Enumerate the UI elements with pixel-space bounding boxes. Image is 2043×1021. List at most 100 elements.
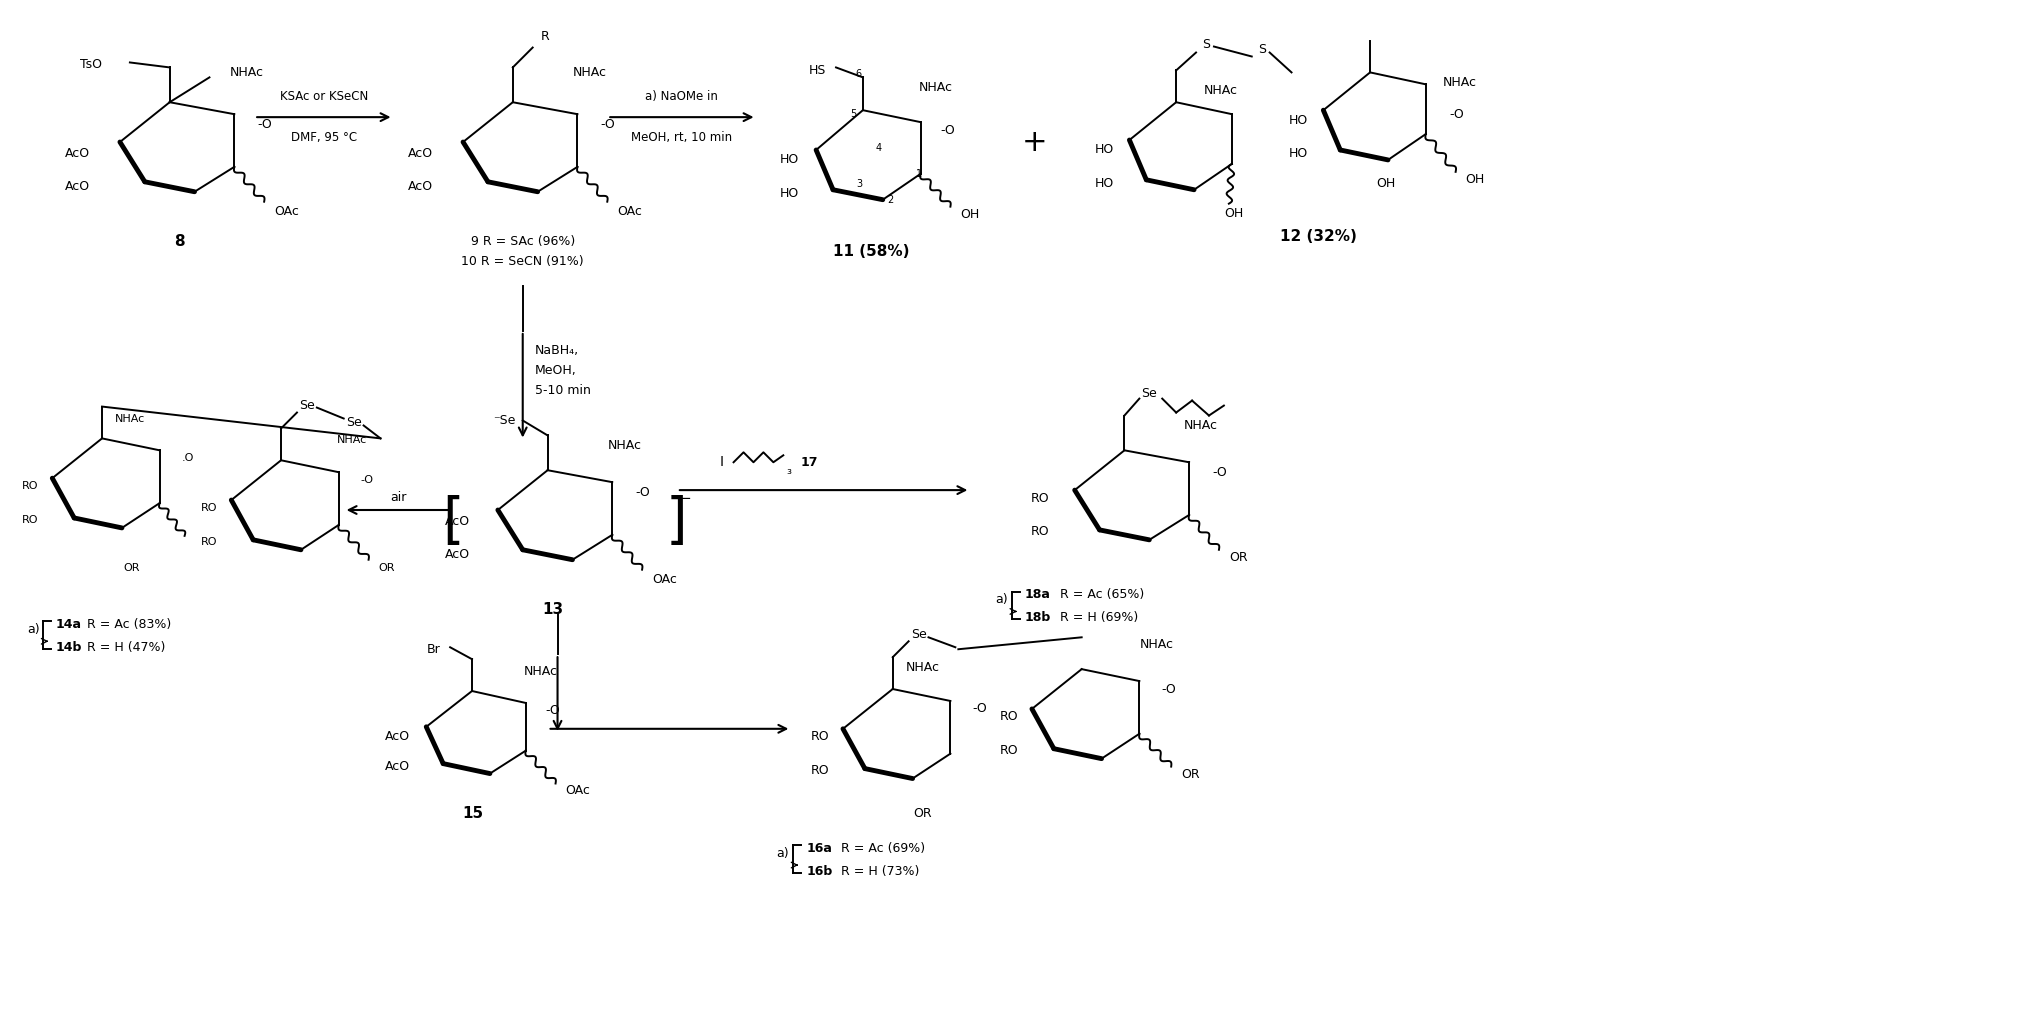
Text: 18b: 18b <box>1026 611 1052 624</box>
Text: I: I <box>719 455 723 470</box>
Text: AcO: AcO <box>409 181 433 193</box>
Text: 5-10 min: 5-10 min <box>535 384 590 397</box>
Text: -O: -O <box>601 117 615 131</box>
Text: NaBH₄,: NaBH₄, <box>535 344 578 357</box>
Text: AcO: AcO <box>65 147 90 160</box>
Text: -O: -O <box>257 117 272 131</box>
Text: -O: -O <box>1211 466 1226 479</box>
Text: OAc: OAc <box>652 573 676 586</box>
Text: RO: RO <box>811 764 829 777</box>
Text: KSAc or KSeCN: KSAc or KSeCN <box>280 90 368 103</box>
Text: RO: RO <box>1032 526 1050 538</box>
Text: NHAc: NHAc <box>1140 638 1173 650</box>
Text: AcO: AcO <box>65 181 90 193</box>
Text: AcO: AcO <box>386 730 411 743</box>
Text: HO: HO <box>1289 113 1308 127</box>
Text: OAc: OAc <box>617 205 642 218</box>
Text: TsO: TsO <box>80 58 102 70</box>
Text: AcO: AcO <box>445 548 470 562</box>
Text: a) NaOMe in: a) NaOMe in <box>646 90 719 103</box>
Text: NHAc: NHAc <box>1442 76 1477 89</box>
Text: NHAc: NHAc <box>607 439 642 452</box>
Text: 10 R = SeCN (91%): 10 R = SeCN (91%) <box>462 255 584 268</box>
Text: R = Ac (69%): R = Ac (69%) <box>842 841 925 855</box>
Text: 3: 3 <box>856 179 862 189</box>
Text: OR: OR <box>913 807 932 820</box>
Text: OAc: OAc <box>566 784 590 797</box>
Text: HO: HO <box>1095 144 1115 156</box>
Text: -O: -O <box>362 475 374 485</box>
Text: R = H (69%): R = H (69%) <box>1060 611 1138 624</box>
Text: 14b: 14b <box>55 641 82 653</box>
Text: RO: RO <box>999 744 1017 758</box>
Text: S: S <box>1258 43 1267 56</box>
Text: 16b: 16b <box>807 865 832 877</box>
Text: ₃: ₃ <box>787 464 793 477</box>
Text: Br: Br <box>427 643 439 655</box>
Text: RO: RO <box>22 481 39 491</box>
Text: −: − <box>678 490 691 505</box>
Text: 14a: 14a <box>55 618 82 631</box>
Text: MeOH,: MeOH, <box>535 364 576 378</box>
Text: a): a) <box>776 846 789 860</box>
Text: +: + <box>1022 128 1048 156</box>
Text: Se: Se <box>345 416 362 429</box>
Text: -O: -O <box>940 124 956 137</box>
Text: OR: OR <box>378 563 394 573</box>
Text: Se: Se <box>1142 387 1156 400</box>
Text: OH: OH <box>1224 207 1244 221</box>
Text: 4: 4 <box>876 143 883 153</box>
Text: [: [ <box>441 495 464 549</box>
Text: HO: HO <box>1095 178 1115 190</box>
Text: R = Ac (65%): R = Ac (65%) <box>1060 588 1144 601</box>
Text: R = H (47%): R = H (47%) <box>88 641 165 653</box>
Text: NHAc: NHAc <box>114 414 145 424</box>
Text: NHAc: NHAc <box>1185 419 1218 432</box>
Text: OAc: OAc <box>274 205 298 218</box>
Text: Se: Se <box>911 628 925 641</box>
Text: RO: RO <box>22 515 39 525</box>
Text: AcO: AcO <box>409 147 433 160</box>
Text: -O: -O <box>635 486 650 498</box>
Text: DMF, 95 °C: DMF, 95 °C <box>290 131 358 144</box>
Text: 12 (32%): 12 (32%) <box>1279 229 1357 244</box>
Text: RO: RO <box>811 730 829 743</box>
Text: 2: 2 <box>887 195 895 204</box>
Text: R: R <box>541 30 550 43</box>
Text: AcO: AcO <box>386 760 411 773</box>
Text: NHAc: NHAc <box>905 661 940 674</box>
Text: OH: OH <box>1377 178 1395 190</box>
Text: NHAc: NHAc <box>337 435 368 445</box>
Text: MeOH, rt, 10 min: MeOH, rt, 10 min <box>631 131 733 144</box>
Text: OR: OR <box>1230 551 1248 565</box>
Text: -O: -O <box>545 704 560 718</box>
Text: ]: ] <box>666 495 688 549</box>
Text: 15: 15 <box>462 806 484 821</box>
Text: a): a) <box>995 593 1007 606</box>
Text: 6: 6 <box>856 69 862 80</box>
Text: -O: -O <box>1160 682 1177 695</box>
Text: NHAc: NHAc <box>523 665 558 678</box>
Text: Se: Se <box>298 399 315 412</box>
Text: a): a) <box>27 623 41 636</box>
Text: HO: HO <box>1289 147 1308 160</box>
Text: NHAc: NHAc <box>1203 84 1238 97</box>
Text: 16a: 16a <box>807 841 832 855</box>
Text: 1: 1 <box>915 168 921 179</box>
Text: .O: .O <box>182 453 194 464</box>
Text: -O: -O <box>972 702 987 716</box>
Text: 5: 5 <box>850 109 856 119</box>
Text: OR: OR <box>125 563 141 573</box>
Text: air: air <box>390 490 407 503</box>
Text: NHAc: NHAc <box>229 66 264 79</box>
Text: OH: OH <box>960 208 979 222</box>
Text: RO: RO <box>999 711 1017 723</box>
Text: HO: HO <box>780 187 799 200</box>
Text: NHAc: NHAc <box>572 66 607 79</box>
Text: HO: HO <box>780 153 799 166</box>
Text: AcO: AcO <box>445 516 470 529</box>
Text: S: S <box>1201 38 1209 51</box>
Text: 11 (58%): 11 (58%) <box>834 244 909 259</box>
Text: 9 R = SAc (96%): 9 R = SAc (96%) <box>470 235 574 248</box>
Text: RO: RO <box>1032 491 1050 504</box>
